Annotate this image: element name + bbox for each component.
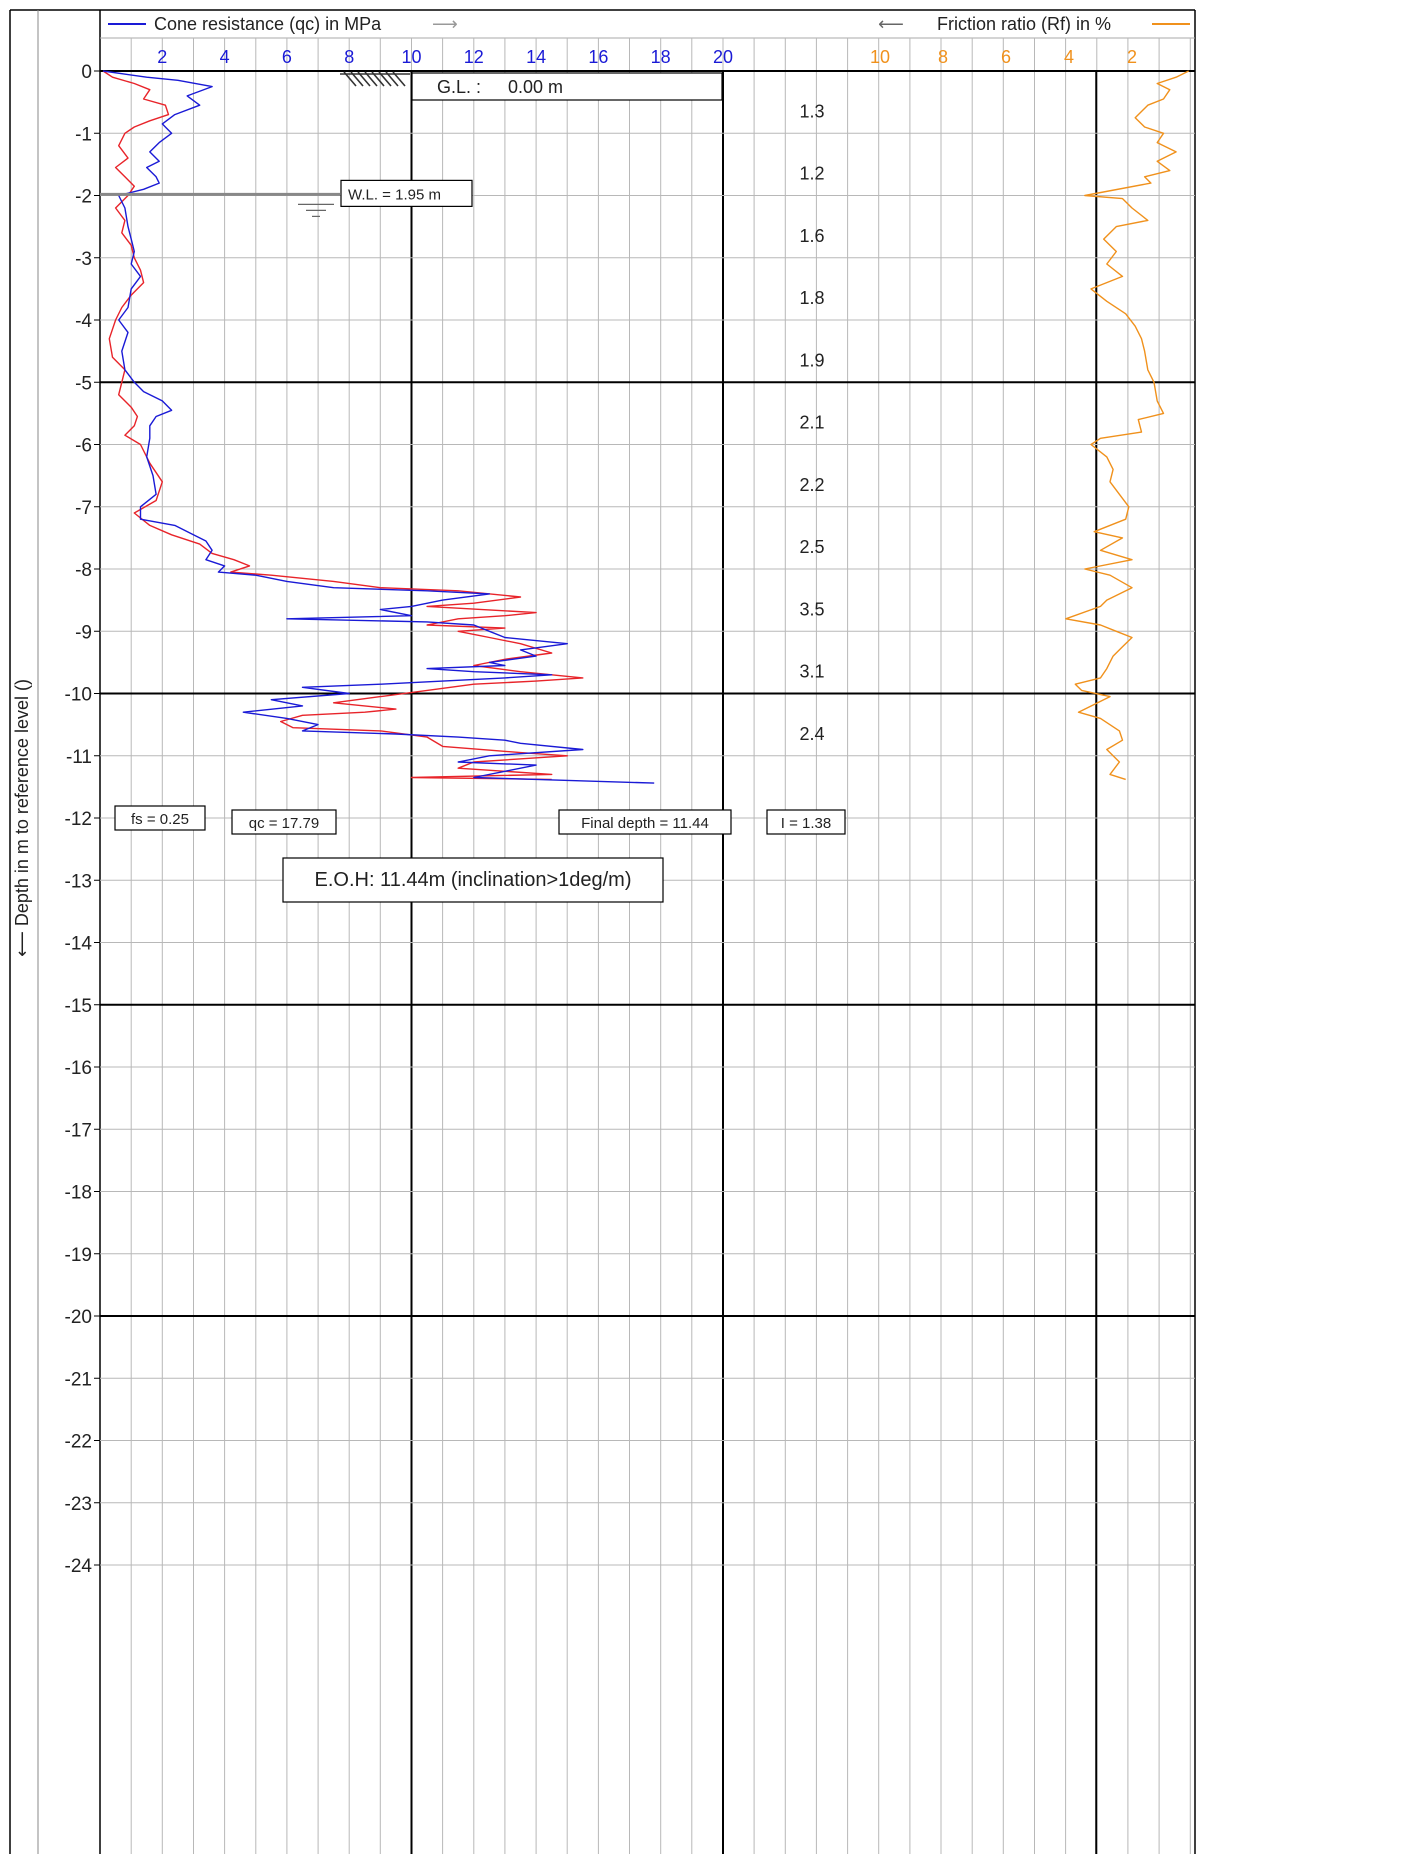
ground-level-box	[411, 72, 723, 101]
y-axis-label-group: ⟵ Depth in m to reference level ()	[12, 679, 32, 957]
fs-series-line	[102, 70, 584, 781]
y-tick-label: -19	[65, 1245, 92, 1266]
y-tick-label: -3	[75, 249, 92, 270]
layer-value-label: 1.9	[799, 350, 824, 370]
layer-value-label: 1.6	[799, 226, 824, 246]
layer-values: 1.3 1.2 1.6 1.8 1.9 2.1 2.2 2.5 3.5 3.1 2.4	[799, 101, 824, 744]
qc-tick-label: 6	[282, 47, 292, 67]
rf-axis-arrow: ⟵	[878, 14, 904, 34]
y-tick-label: -15	[65, 996, 92, 1017]
layer-value-label: 1.2	[799, 164, 824, 184]
qc-tick-label: 16	[588, 47, 608, 67]
final-depth-readout-box	[558, 809, 732, 835]
rf-tick-label: 4	[1064, 47, 1074, 67]
layer-value-label: 2.5	[799, 537, 824, 557]
y-tick-label: -21	[65, 1369, 92, 1390]
axis-ticks: 0 -1 -2 -3 -4 -5 -6 -7 -8 -9 -10 -11 -12 -13 -14 -15 -16…	[65, 47, 1137, 1577]
water-level-label: W.L. = 1.95 m	[348, 186, 441, 203]
qc-series-line	[103, 70, 655, 784]
rf-tick-label: 10	[870, 47, 890, 67]
y-tick-label: -5	[75, 373, 92, 394]
y-tick-label: -22	[65, 1432, 92, 1453]
y-tick-label: -18	[65, 1183, 92, 1204]
y-tick-label: -16	[65, 1058, 92, 1079]
y-tick-label: -23	[65, 1494, 92, 1515]
layer-value-label: 2.2	[799, 475, 824, 495]
layer-value-label: 3.1	[799, 662, 824, 682]
qc-axis-label: Cone resistance (qc) in MPa	[154, 14, 382, 34]
y-tick-label: -24	[65, 1556, 93, 1577]
y-tick-label: -10	[65, 685, 92, 706]
layer-value-label: 3.5	[799, 599, 824, 619]
inclination-readout-label: I = 1.38	[781, 815, 831, 832]
y-tick-label: -2	[75, 187, 92, 208]
fs-readout-box	[114, 805, 206, 831]
chart-background	[9, 9, 1196, 1854]
inclination-readout-box	[766, 809, 846, 835]
qc-tick-label: 8	[344, 47, 354, 67]
rf-tick-label: 6	[1001, 47, 1011, 67]
final-depth-readout-label: Final depth = 11.44	[581, 815, 709, 832]
end-of-hole-note-label: E.O.H: 11.44m (inclination>1deg/m)	[314, 869, 631, 891]
water-level-box	[340, 179, 473, 207]
annotations: Cone resistance (qc) in MPa ⟶ ⟵ Friction ra…	[12, 14, 1190, 957]
qc-tick-label: 10	[401, 47, 421, 67]
qc-readout-label: qc = 17.79	[249, 815, 319, 832]
y-tick-label: -8	[75, 560, 92, 581]
y-tick-label: -1	[75, 124, 92, 145]
ground-level-label: G.L. :	[437, 77, 481, 97]
y-tick-label: -17	[65, 1120, 92, 1141]
ground-level-value: 0.00 m	[508, 77, 563, 97]
y-tick-label: -20	[65, 1307, 92, 1328]
y-tick-label: -4	[75, 311, 92, 332]
rf-axis-label: Friction ratio (Rf) in %	[937, 14, 1111, 34]
qc-tick-label: 18	[651, 47, 671, 67]
data-series	[102, 70, 1190, 784]
qc-tick-label: 20	[713, 47, 733, 67]
y-tick-label: -13	[65, 871, 92, 892]
grid-lines	[100, 38, 1195, 1854]
rf-tick-label: 2	[1127, 47, 1137, 67]
qc-axis-arrow: ⟶	[432, 14, 458, 34]
qc-tick-label: 14	[526, 47, 546, 67]
rf-series-line	[1065, 70, 1190, 781]
y-tick-label: -12	[65, 809, 92, 830]
qc-tick-label: 2	[157, 47, 167, 67]
qc-readout-box	[231, 809, 337, 835]
y-tick-label: -9	[75, 622, 92, 643]
end-of-hole-note-box	[282, 857, 664, 903]
y-tick-label: -14	[65, 934, 93, 955]
layer-value-label: 2.1	[799, 413, 824, 433]
layer-value-label: 1.8	[799, 288, 824, 308]
layer-value-label: 2.4	[799, 724, 824, 744]
y-tick-label: -11	[66, 747, 92, 768]
y-tick-label: -6	[75, 436, 92, 457]
fs-readout-label: fs = 0.25	[131, 811, 189, 828]
qc-tick-label: 12	[464, 47, 484, 67]
y-tick-label: 0	[81, 62, 92, 83]
rf-tick-label: 8	[938, 47, 948, 67]
qc-tick-label: 4	[220, 47, 230, 67]
layer-value-label: 1.3	[799, 101, 824, 121]
y-axis-label: ⟵ Depth in m to reference level ()	[12, 679, 32, 957]
y-tick-label: -7	[75, 498, 92, 519]
